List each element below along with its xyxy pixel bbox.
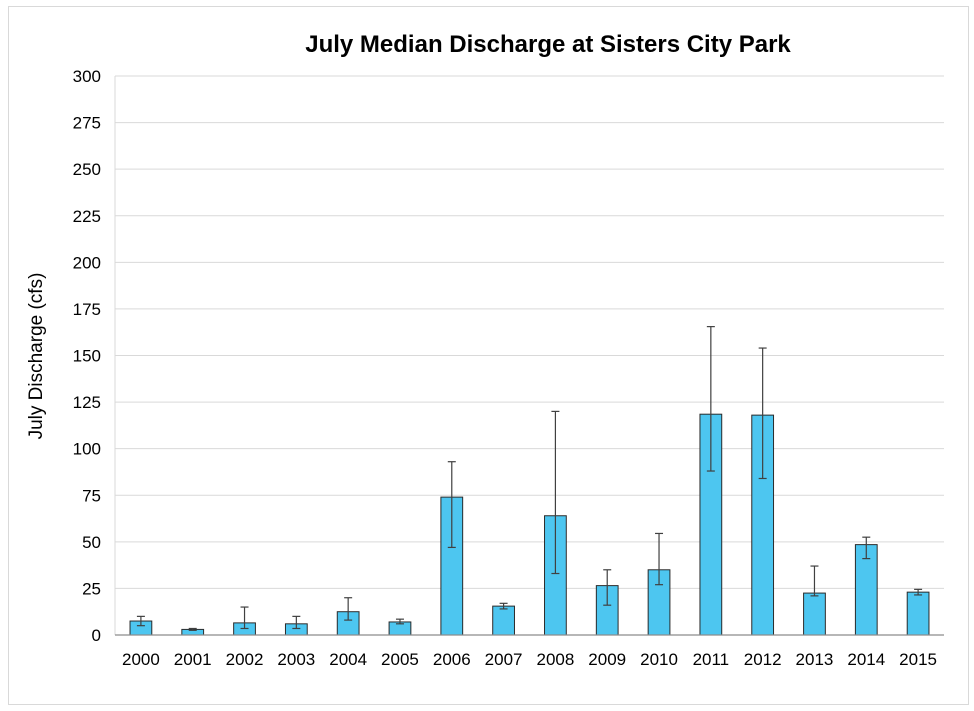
x-tick-label: 2005 <box>381 650 419 669</box>
x-tick-label: 2001 <box>174 650 212 669</box>
error-bars <box>136 326 923 631</box>
y-tick-label: 225 <box>73 207 101 226</box>
x-tick-label: 2007 <box>485 650 523 669</box>
bar-2013 <box>803 592 826 636</box>
error-bar-2008 <box>551 410 560 575</box>
y-tick-label: 200 <box>73 253 101 272</box>
error-bar-2015 <box>914 588 923 596</box>
y-tick-label: 300 <box>73 67 101 86</box>
y-tick-labels: 0 25 50 75 100 125 150 175 200 225 250 275 300 <box>73 67 101 645</box>
x-tick-label: 2014 <box>847 650 885 669</box>
x-tick-label: 2004 <box>329 650 367 669</box>
error-bar-2004 <box>344 597 353 621</box>
bars <box>129 413 930 636</box>
y-tick-label: 50 <box>82 533 101 552</box>
error-bar-2012 <box>758 347 767 480</box>
y-tick-label: 150 <box>73 347 101 366</box>
x-tick-label: 2000 <box>122 650 160 669</box>
x-tick-label: 2008 <box>536 650 574 669</box>
x-tick-label: 2010 <box>640 650 678 669</box>
error-bar-2014 <box>862 536 871 560</box>
x-tick-labels: 2000 2001 2002 2003 2004 2005 2006 2007 2008 2009… <box>122 650 937 669</box>
x-tick-label: 2003 <box>277 650 315 669</box>
y-tick-label: 250 <box>73 160 101 179</box>
error-bar-2010 <box>655 532 664 586</box>
x-tick-label: 2006 <box>433 650 471 669</box>
error-bar-2005 <box>395 618 404 625</box>
error-bar-2013 <box>810 565 819 597</box>
y-tick-label: 25 <box>82 579 101 598</box>
gridlines <box>114 75 944 635</box>
error-bar-2007 <box>499 602 508 610</box>
x-tick-label: 2009 <box>588 650 626 669</box>
x-tick-label: 2002 <box>226 650 264 669</box>
error-bar-2003 <box>292 615 301 630</box>
x-tick-label: 2013 <box>796 650 834 669</box>
error-bar-2002 <box>240 606 249 630</box>
y-tick-label: 125 <box>73 393 101 412</box>
bar-2007 <box>492 605 515 636</box>
y-tick-label: 75 <box>82 486 101 505</box>
chart-title: July Median Discharge at Sisters City Pa… <box>305 31 791 58</box>
x-tick-label: 2012 <box>744 650 782 669</box>
bar-2015 <box>906 591 930 636</box>
y-tick-label: 175 <box>73 300 101 319</box>
x-tick-label: 2011 <box>693 650 730 669</box>
error-bar-2009 <box>603 569 612 606</box>
y-tick-label: 275 <box>73 114 101 133</box>
error-bar-2000 <box>136 615 145 627</box>
error-bar-2006 <box>447 461 456 549</box>
y-axis-label: July Discharge (cfs) <box>26 273 47 440</box>
y-tick-label: 100 <box>73 440 101 459</box>
x-tick-label: 2015 <box>899 650 937 669</box>
error-bar-2001 <box>188 627 197 631</box>
y-tick-label: 0 <box>92 626 101 645</box>
error-bar-2011 <box>706 326 715 472</box>
